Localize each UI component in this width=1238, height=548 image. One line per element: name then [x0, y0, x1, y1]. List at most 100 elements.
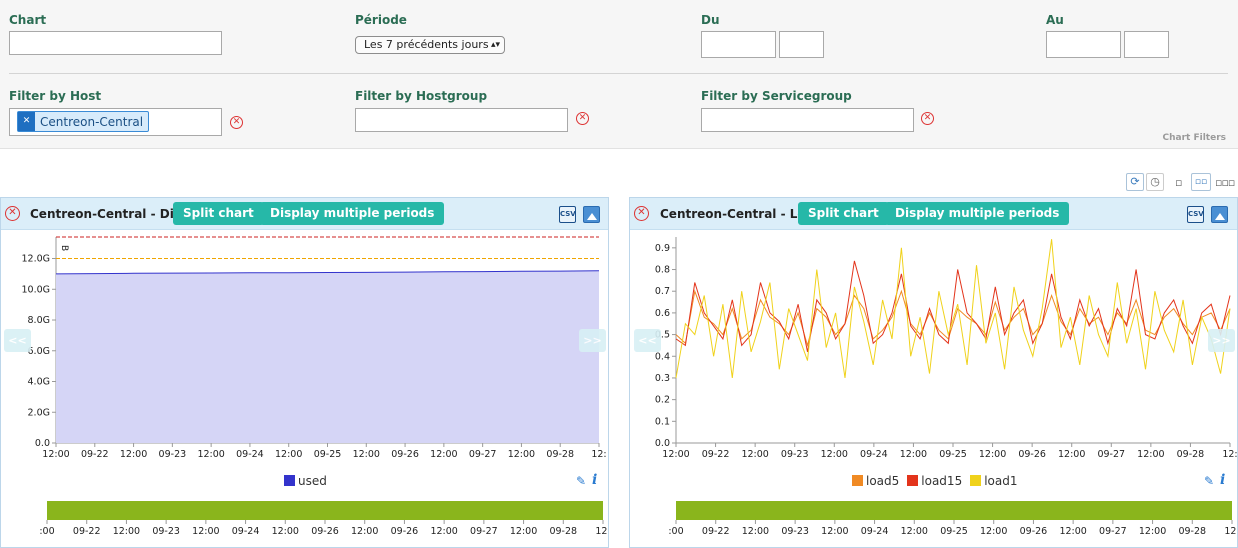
y-tick-label: 0.6 — [655, 308, 670, 319]
previous-period-button[interactable]: << — [4, 329, 31, 352]
y-tick-label: 0.3 — [655, 373, 670, 384]
x-tick-label: 09-24 — [236, 449, 264, 460]
navigator-tick-label: 09-22 — [73, 526, 101, 537]
edit-pencil-icon[interactable]: ✎ — [1204, 474, 1215, 488]
to-label: Au — [1046, 13, 1064, 27]
to-time-input[interactable] — [1124, 31, 1169, 58]
image-export-icon[interactable] — [1211, 206, 1228, 223]
y-tick-label: 0.9 — [655, 243, 670, 254]
navigator-tick-label: 09-28 — [549, 526, 577, 537]
navigator-tick-label: 09-26 — [391, 526, 419, 537]
x-tick-label: 09-27 — [469, 449, 497, 460]
display-multiple-periods-button[interactable]: Display multiple periods — [260, 202, 445, 225]
legend-swatch — [970, 475, 982, 486]
x-tick-label: 12:00 — [1137, 449, 1164, 460]
next-period-button[interactable]: >> — [1208, 329, 1235, 352]
x-tick-label: 12: — [1222, 449, 1237, 460]
from-date-input[interactable] — [701, 31, 776, 58]
panel-header: ✕ Centreon-Central - Load Split chart Di… — [630, 198, 1237, 230]
edit-pencil-icon[interactable]: ✎ — [576, 474, 587, 488]
x-tick-label: 09-25 — [939, 449, 967, 460]
x-tick-label: 12:00 — [353, 449, 380, 460]
legend-item-load1[interactable]: load1 — [970, 474, 1017, 488]
x-tick-label: 09-26 — [391, 449, 419, 460]
x-tick-label: 09-22 — [81, 449, 109, 460]
navigator-tick-label: 12:00 — [510, 526, 537, 537]
navigator-timeline[interactable]: :00 09-22 12:00 09-23 12:00 09-24 12:00 09-26 12… — [1, 499, 608, 544]
y-tick-label: 8.0G — [28, 315, 50, 326]
y-tick-label: 12.0G — [21, 254, 50, 265]
x-tick-label: 12:00 — [275, 449, 302, 460]
legend-swatch — [852, 475, 863, 486]
from-label: Du — [701, 13, 720, 27]
navigator-tick-label: :00 — [668, 526, 683, 537]
info-icon[interactable]: i — [1220, 472, 1226, 488]
legend-label: load1 — [984, 474, 1018, 488]
navigator-tick-label: 12:00 — [980, 526, 1007, 537]
timer-icon[interactable]: ◷ — [1146, 173, 1164, 191]
image-export-icon[interactable] — [583, 206, 600, 223]
from-time-input[interactable] — [779, 31, 824, 58]
select-arrows-icon: ▴▾ — [490, 40, 500, 50]
navigator-tick-label: 09-24 — [861, 526, 889, 537]
csv-export-icon[interactable]: CSV — [559, 206, 576, 223]
legend-swatch — [907, 475, 919, 486]
servicegroup-filter-input[interactable] — [701, 108, 914, 132]
navigator-tick-label: 09-25 — [940, 526, 968, 537]
clear-hostgroup-filter-icon[interactable]: ✕ — [576, 112, 589, 125]
info-icon[interactable]: i — [592, 472, 598, 488]
legend-item-load15[interactable]: load15 — [907, 474, 962, 488]
y-tick-label: 0.8 — [655, 265, 670, 276]
split-chart-button[interactable]: Split chart — [798, 202, 889, 225]
navigator-tick-label: 12:00 — [192, 526, 219, 537]
x-tick-label: 12:00 — [821, 449, 848, 460]
y-tick-label: 0.5 — [655, 330, 670, 341]
y-tick-label: 10.0G — [21, 284, 50, 295]
navigator-tick-label: 12:00 — [430, 526, 457, 537]
navigator-tick-label: 09-26 — [1020, 526, 1048, 537]
x-tick-label: 12:00 — [1058, 449, 1085, 460]
x-tick-label: 09-27 — [1097, 449, 1125, 460]
y-tick-label: 0.1 — [655, 416, 670, 427]
series-line-used — [55, 270, 600, 275]
chart-panel-load: ✕ Centreon-Central - Load Split chart Di… — [629, 197, 1238, 548]
period-select[interactable]: Les 7 précédents jours ▴▾ — [355, 36, 505, 54]
layout-two-columns-icon[interactable]: ▫▫ — [1191, 173, 1211, 191]
legend-label: load15 — [921, 474, 963, 488]
legend-item-load5[interactable]: load5 — [852, 474, 899, 488]
clear-host-filter-icon[interactable]: ✕ — [230, 116, 243, 129]
close-panel-icon[interactable]: ✕ — [634, 206, 649, 221]
period-label: Période — [355, 13, 407, 27]
to-date-input[interactable] — [1046, 31, 1121, 58]
previous-period-button[interactable]: << — [634, 329, 661, 352]
navigator-tick-label: 09-27 — [470, 526, 498, 537]
x-tick-label: 09-26 — [1018, 449, 1046, 460]
panel-title: Centreon-Central - Load — [660, 207, 823, 221]
navigator-timeline[interactable]: :00 09-22 12:00 09-23 12:00 09-24 12:00 09-25 12… — [630, 499, 1237, 544]
y-tick-label: 6.0G — [28, 346, 50, 357]
legend-label: used — [298, 474, 327, 488]
legend-item-used[interactable]: used — [284, 474, 327, 488]
clear-servicegroup-filter-icon[interactable]: ✕ — [921, 112, 934, 125]
layout-one-column-icon[interactable]: ▫ — [1175, 176, 1183, 189]
hostgroup-filter-input[interactable] — [355, 108, 568, 132]
display-multiple-periods-button[interactable]: Display multiple periods — [885, 202, 1070, 225]
csv-export-icon[interactable]: CSV — [1187, 206, 1204, 223]
navigator-tick-label: 12:00 — [1139, 526, 1166, 537]
close-panel-icon[interactable]: ✕ — [5, 206, 20, 221]
chart-label: Chart — [9, 13, 47, 27]
host-filter-label: Filter by Host — [9, 89, 102, 103]
remove-tag-icon[interactable]: ✕ — [18, 112, 35, 131]
refresh-icon[interactable]: ⟳ — [1126, 173, 1144, 191]
split-chart-button[interactable]: Split chart — [173, 202, 264, 225]
y-axis-marker: B — [59, 245, 69, 251]
navigator-range-bar — [47, 501, 603, 520]
host-tag: ✕ Centreon-Central — [17, 111, 150, 132]
navigator-tick-label: 09-23 — [781, 526, 809, 537]
layout-three-columns-icon[interactable]: ▫▫▫ — [1215, 176, 1235, 189]
next-period-button[interactable]: >> — [579, 329, 606, 352]
chart-search-input[interactable] — [9, 31, 222, 55]
y-tick-label: 0.2 — [655, 395, 670, 406]
x-tick-label: 12:00 — [508, 449, 535, 460]
x-tick-label: 09-23 — [781, 449, 809, 460]
